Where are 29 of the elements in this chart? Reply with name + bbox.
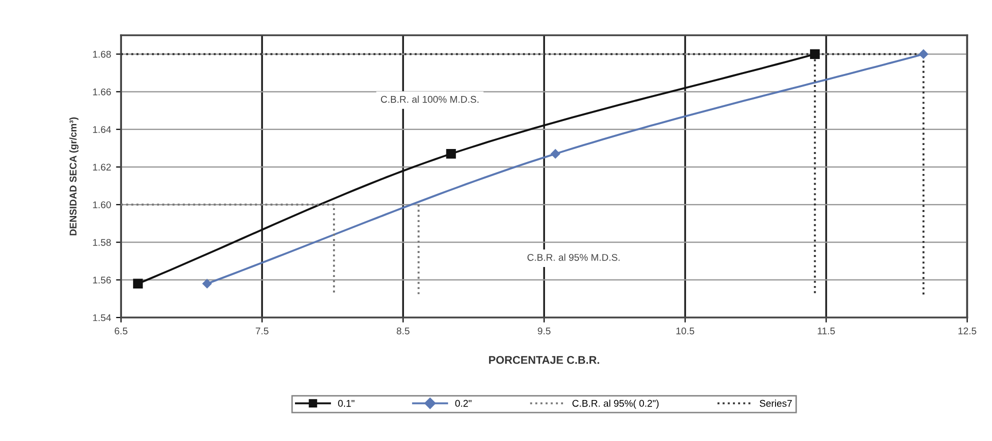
x-axis-title: PORCENTAJE C.B.R. xyxy=(489,356,600,364)
y-tick-label: 1.62 xyxy=(93,164,111,171)
legend-label: C.B.R. al 95%( 0.2") xyxy=(572,400,659,409)
point xyxy=(918,49,928,59)
x-tick-label: 9.5 xyxy=(538,328,550,334)
y-tick-label: 1.56 xyxy=(93,276,111,284)
x-tick-label: 8.5 xyxy=(396,328,410,334)
y-tick-label: 1.60 xyxy=(93,201,111,208)
x-tick-label: 6.5 xyxy=(114,328,128,334)
point xyxy=(446,148,456,159)
legend-label: 0.1" xyxy=(338,400,354,407)
y-axis-title: DENSIDAD SECA (gr/cm³) xyxy=(69,117,78,236)
y-tick-label: 1.54 xyxy=(93,314,112,322)
y-tick-label: 1.68 xyxy=(93,50,111,58)
point xyxy=(202,279,212,288)
y-tick-label: 1.66 xyxy=(93,88,111,96)
legend-label: Series7 xyxy=(760,400,792,407)
y-tick-label: 1.64 xyxy=(93,126,112,133)
x-tick-label: 7.5 xyxy=(256,328,268,334)
x-tick-label: 11.5 xyxy=(818,328,835,334)
y-tick-label: 1.58 xyxy=(93,238,111,246)
x-tick-label: 12.5 xyxy=(958,328,976,334)
x-tick-label: 10.5 xyxy=(676,328,694,334)
legend-label: 0.2" xyxy=(455,400,472,407)
point xyxy=(550,149,560,158)
point xyxy=(133,278,143,289)
annotation: C.B.R. al 100% M.D.S. xyxy=(380,96,478,103)
annotation: C.B.R. al 95% M.D.S. xyxy=(527,254,620,261)
point xyxy=(810,49,820,59)
